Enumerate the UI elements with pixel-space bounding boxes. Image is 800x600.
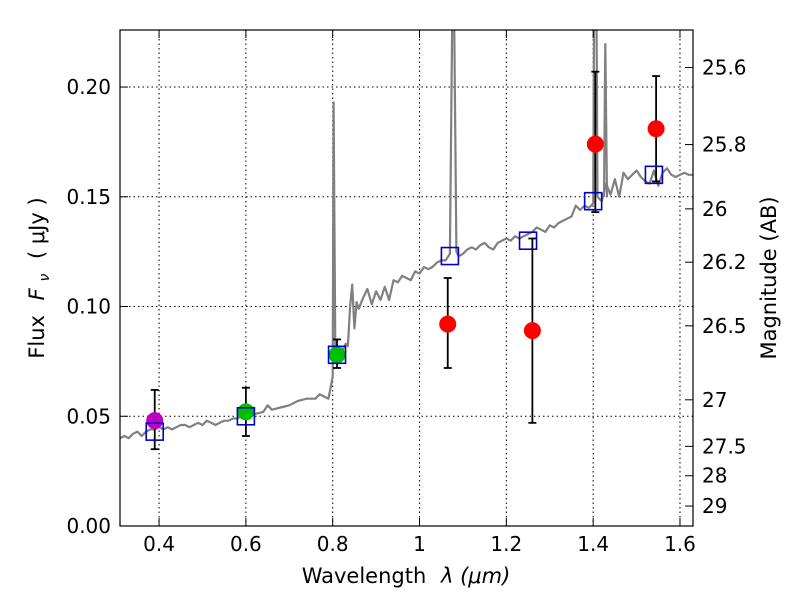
- y2-tick-label: 25.8: [702, 133, 747, 157]
- y-axis-label-unit: ( μJy ): [25, 197, 49, 259]
- y2-axis-label: Magnitude (AB): [757, 196, 781, 359]
- observed-point: [523, 322, 541, 340]
- y-tick-label: 0.05: [66, 404, 111, 428]
- x-tick-label: 1.6: [664, 532, 696, 556]
- y-tick-label: 0.00: [66, 514, 111, 538]
- x-axis-label: Wavelength λ (μm): [302, 564, 511, 588]
- y2-tick-label: 26.5: [702, 314, 747, 338]
- model-band-square: [145, 422, 165, 441]
- y2-tick-label: 25.6: [702, 56, 747, 80]
- y-axis-ticks: 0.00 0.05 0.10 0.15 0.20: [66, 75, 128, 538]
- model-band-square: [440, 246, 460, 266]
- x-axis-label-symbol: λ (μm): [440, 564, 510, 588]
- y-axis-label: Flux F ν ( μJy ): [25, 197, 54, 358]
- y-tick-label: 0.10: [66, 295, 111, 319]
- model-band-square: [644, 165, 664, 185]
- observed-point: [146, 412, 164, 430]
- y-tick-label: 0.15: [66, 185, 111, 209]
- y-axis-label-subscript: ν: [37, 274, 53, 282]
- y2-axis-ticks: 25.6 25.8 26 26.2 26.5 27 27.5 28 29: [685, 56, 747, 518]
- x-tick-label: 1: [413, 532, 426, 556]
- observed-point: [328, 346, 346, 364]
- observed-point: [586, 135, 604, 153]
- y2-tick-label: 28: [702, 464, 727, 488]
- y-axis-label-text: Flux: [25, 315, 49, 359]
- x-tick-label: 1.4: [577, 532, 609, 556]
- x-tick-label: 0.8: [317, 532, 349, 556]
- y-axis-label-symbol: F: [25, 287, 49, 300]
- y2-tick-label: 27: [702, 388, 727, 412]
- y2-tick-label: 26.2: [702, 250, 747, 274]
- observed-point: [439, 315, 457, 333]
- model-band-square: [327, 345, 347, 365]
- y2-tick-label: 26: [702, 197, 727, 221]
- plot-frame: [119, 29, 694, 527]
- x-tick-label: 0.4: [143, 532, 175, 556]
- observed-point: [237, 403, 255, 421]
- model-band-square: [583, 191, 603, 211]
- y-tick-label: 0.20: [66, 75, 111, 99]
- model-band-square: [236, 406, 256, 426]
- x-axis-ticks: 0.4 0.6 0.8 1 1.2 1.4 1.6: [143, 30, 696, 556]
- x-axis-label-text: Wavelength: [302, 564, 427, 588]
- spectrum-emission-peak: [602, 43, 609, 197]
- model-band-markers: [145, 165, 664, 441]
- x-tick-label: 0.6: [230, 532, 262, 556]
- y2-tick-label: 27.5: [702, 434, 747, 458]
- x-tick-label: 1.2: [490, 532, 522, 556]
- observed-point: [647, 120, 665, 138]
- model-band-square: [518, 231, 538, 250]
- y2-tick-label: 29: [702, 494, 727, 518]
